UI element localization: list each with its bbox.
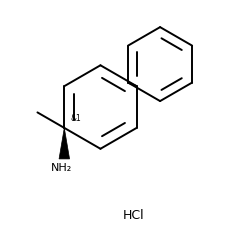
Polygon shape: [59, 128, 69, 159]
Text: NH₂: NH₂: [51, 162, 72, 172]
Text: &1: &1: [70, 114, 81, 122]
Text: HCl: HCl: [122, 208, 144, 221]
